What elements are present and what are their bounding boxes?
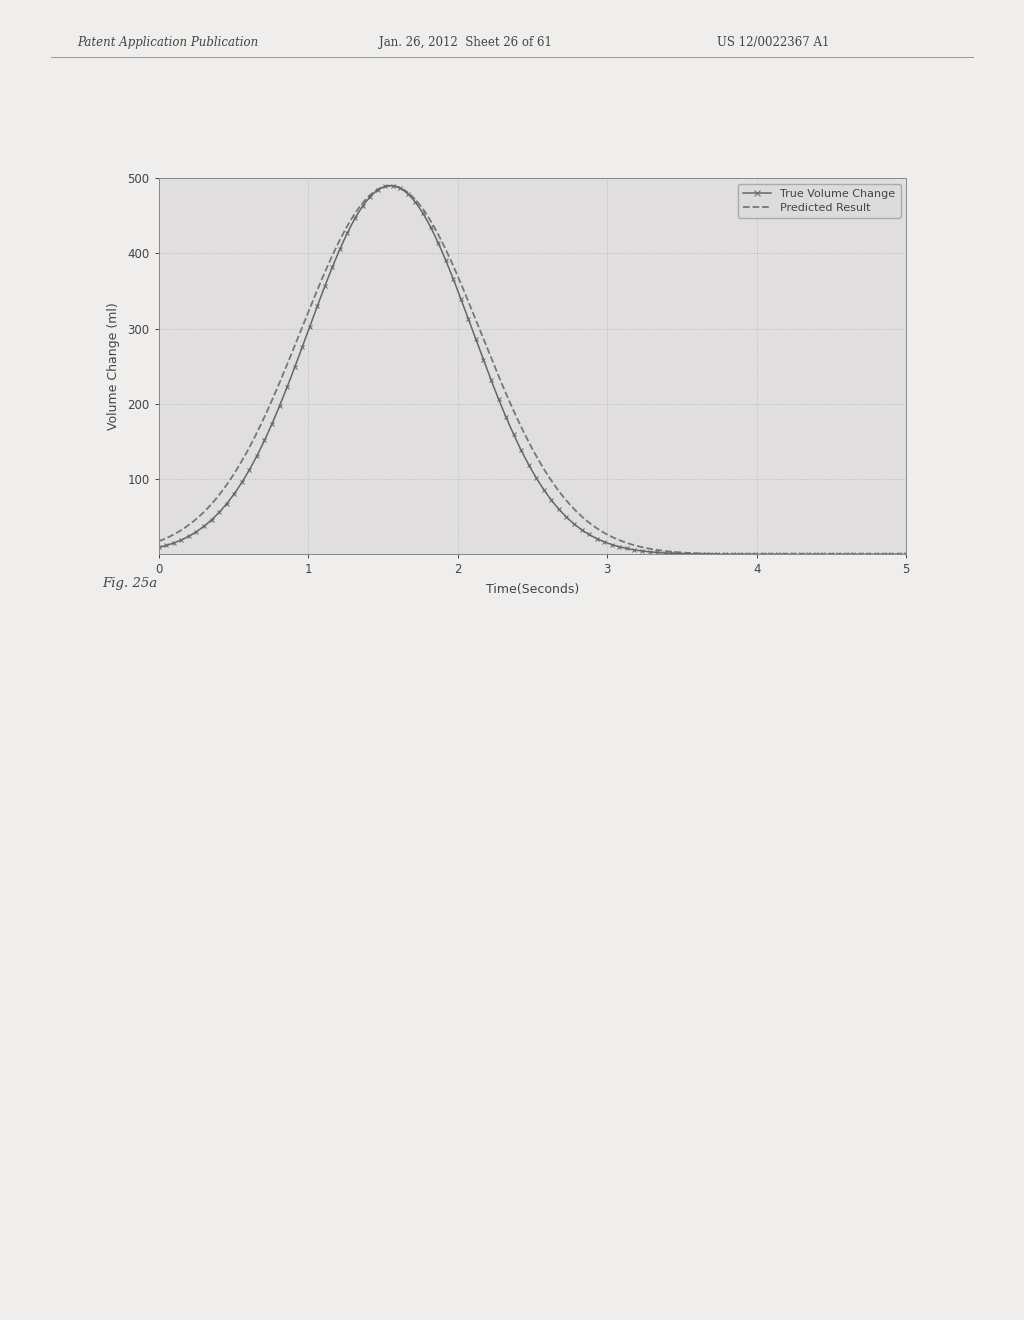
- True Volume Change: [605, 537, 617, 553]
- Predicted Result: [497, 378, 509, 393]
- True Volume Change: [327, 259, 339, 275]
- X-axis label: Time(Seconds): Time(Seconds): [485, 583, 580, 597]
- True Volume Change: [296, 339, 308, 355]
- Text: Patent Application Publication: Patent Application Publication: [77, 36, 258, 49]
- Predicted Result: [879, 546, 891, 562]
- Legend: True Volume Change, Predicted Result: True Volume Change, Predicted Result: [737, 183, 901, 218]
- Y-axis label: Volume Change (ml): Volume Change (ml): [108, 302, 121, 430]
- True Volume Change: [900, 546, 912, 562]
- Predicted Result: [516, 422, 528, 438]
- True Volume Change: [153, 540, 165, 556]
- Predicted Result: [741, 546, 754, 562]
- True Volume Change: [847, 546, 859, 562]
- Text: Jan. 26, 2012  Sheet 26 of 61: Jan. 26, 2012 Sheet 26 of 61: [379, 36, 552, 49]
- Predicted Result: [153, 533, 165, 549]
- True Volume Change: [870, 546, 883, 562]
- Predicted Result: [900, 546, 912, 562]
- True Volume Change: [545, 492, 557, 508]
- True Volume Change: [387, 178, 399, 194]
- Predicted Result: [879, 546, 891, 562]
- Predicted Result: [190, 511, 203, 527]
- Line: Predicted Result: Predicted Result: [159, 186, 906, 554]
- Text: Fig. 25a: Fig. 25a: [102, 577, 158, 590]
- Text: US 12/0022367 A1: US 12/0022367 A1: [717, 36, 829, 49]
- Line: True Volume Change: True Volume Change: [157, 183, 908, 556]
- Predicted Result: [384, 178, 396, 194]
